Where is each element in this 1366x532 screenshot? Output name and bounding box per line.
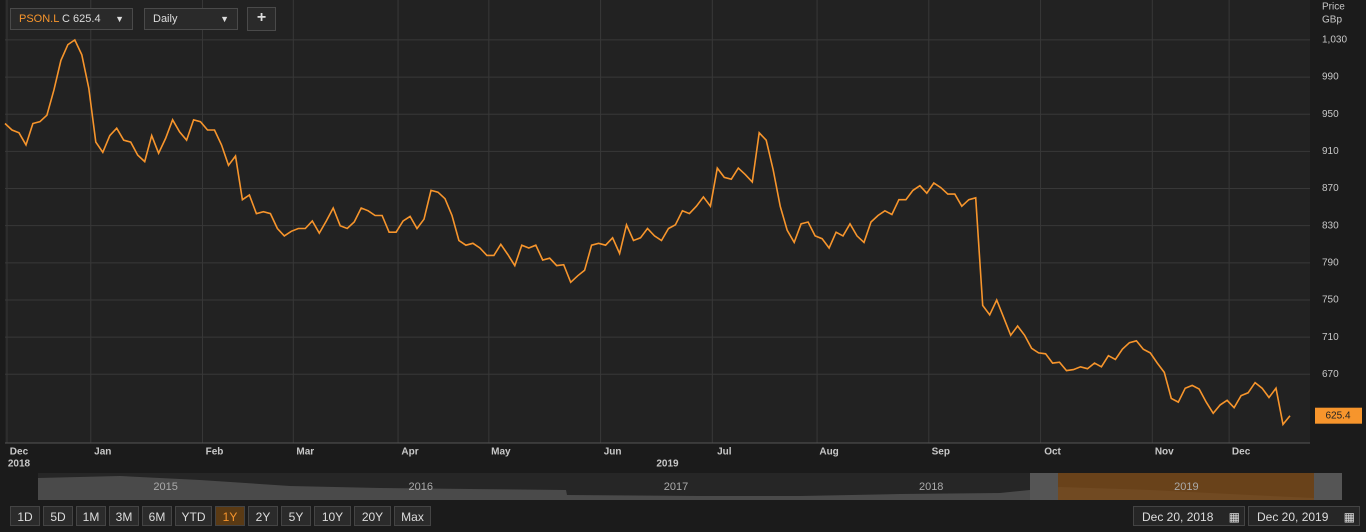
range-button[interactable]: 1M [76, 506, 106, 526]
navigator-window[interactable] [1058, 473, 1314, 500]
range-button[interactable]: 5D [43, 506, 73, 526]
navigator-year: 2017 [664, 481, 688, 493]
x-tick-label: Nov [1155, 447, 1174, 458]
y-tick-label: 1,030 [1322, 35, 1347, 46]
x-tick-label: Dec [10, 447, 29, 458]
y-tick-label: 790 [1322, 257, 1339, 268]
y-tick-label: 710 [1322, 332, 1339, 343]
y-tick-label: 950 [1322, 109, 1339, 120]
navigator-handle-left[interactable] [1030, 473, 1058, 500]
navigator-year: 2019 [1174, 481, 1198, 493]
range-button[interactable]: 5Y [281, 506, 311, 526]
calendar-icon: ▦ [1228, 510, 1240, 524]
navigator-handle-right[interactable] [1314, 473, 1342, 500]
y-tick-label: 870 [1322, 183, 1339, 194]
navigator-area [38, 476, 1314, 500]
date-from[interactable]: Dec 20, 2018 ▦ [1133, 506, 1245, 526]
range-button[interactable]: 1Y [215, 506, 245, 526]
x-tick-label: Mar [296, 447, 314, 458]
navigator-year: 2015 [153, 481, 177, 493]
x-year-label: 2019 [656, 459, 679, 470]
range-button[interactable]: YTD [175, 506, 212, 526]
y-tick-label: 910 [1322, 146, 1339, 157]
y-tick-label: 750 [1322, 295, 1339, 306]
date-to[interactable]: Dec 20, 2019 ▦ [1248, 506, 1360, 526]
range-button[interactable]: 3M [109, 506, 139, 526]
range-button[interactable]: 10Y [314, 506, 351, 526]
dropdown-arrow: ▼ [220, 14, 229, 24]
range-button[interactable]: Max [394, 506, 431, 526]
y-axis-unit: GBp [1322, 15, 1342, 26]
calendar-icon: ▦ [1343, 510, 1355, 524]
interval-select[interactable]: Daily ▼ [144, 8, 238, 30]
y-axis-title: Price [1322, 2, 1345, 13]
add-button[interactable]: + [247, 7, 276, 31]
interval: Daily [153, 13, 178, 25]
grid [5, 0, 1310, 443]
x-tick-label: May [491, 447, 511, 458]
ticker-select[interactable]: PSON.L C 625.4 ▼ [10, 8, 133, 30]
last-price-box [1315, 407, 1362, 424]
x-tick-label: Jun [604, 447, 622, 458]
price-line [4, 38, 1291, 427]
ticker: PSON.L [19, 13, 59, 25]
x-tick-label: Apr [401, 447, 418, 458]
last-price-label: 625.4 [1325, 410, 1350, 421]
y-tick-label: 990 [1322, 72, 1339, 83]
range-button[interactable]: 6M [142, 506, 172, 526]
y-tick-label: 670 [1322, 369, 1339, 380]
plot-area [5, 0, 1310, 443]
dropdown-arrow: ▼ [115, 14, 124, 24]
x-tick-label: Jan [94, 447, 111, 458]
x-year-label: 2018 [8, 459, 31, 470]
x-tick-label: Dec [1232, 447, 1251, 458]
range-button[interactable]: 2Y [248, 506, 278, 526]
y-tick-label: 830 [1322, 220, 1339, 231]
close-value: 625.4 [73, 13, 101, 25]
x-tick-label: Sep [932, 447, 950, 458]
x-tick-label: Jul [717, 447, 732, 458]
x-tick-label: Feb [206, 447, 224, 458]
date-from-text: Dec 20, 2018 [1142, 510, 1214, 524]
navigator-year: 2016 [409, 481, 433, 493]
x-tick-label: Oct [1044, 447, 1061, 458]
date-to-text: Dec 20, 2019 [1257, 510, 1329, 524]
range-button[interactable]: 1D [10, 506, 40, 526]
x-tick-label: Aug [819, 447, 838, 458]
range-button[interactable]: 20Y [354, 506, 391, 526]
navigator-year: 2018 [919, 481, 943, 493]
close-prefix: C [62, 13, 70, 25]
